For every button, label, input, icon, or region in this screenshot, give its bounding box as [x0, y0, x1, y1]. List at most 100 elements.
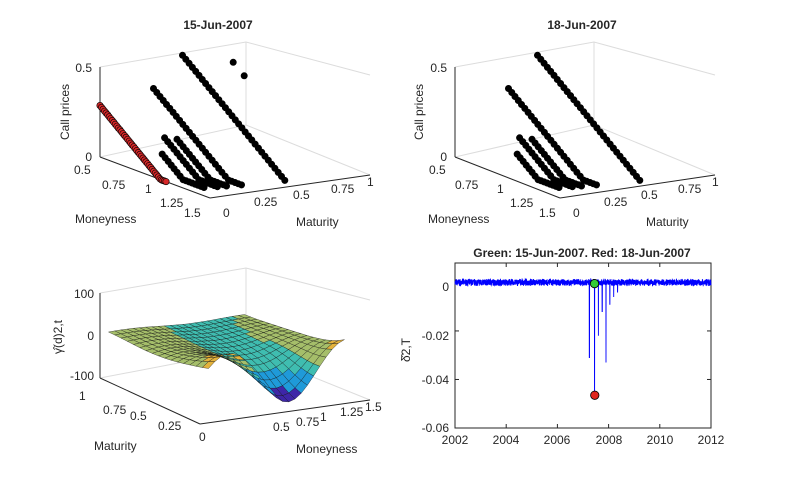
- x-tick: 1.5: [365, 400, 382, 414]
- x-tick: 1.25: [510, 196, 534, 210]
- y-tick: -0.02: [422, 329, 450, 343]
- line-series: [454, 277, 712, 395]
- y-tick: 1: [367, 175, 374, 189]
- x-tick: 2012: [698, 433, 725, 447]
- y-tick: 0.5: [293, 188, 310, 202]
- x-tick: 1.25: [340, 405, 364, 419]
- subplot-top-right: 18-Jun-2007 0.5 0 0.5 0.75 1 1.25 1.5 0 …: [412, 18, 719, 229]
- x-tick: 1: [320, 410, 327, 424]
- series-line: [454, 277, 712, 395]
- floor-grid: [245, 124, 371, 176]
- scatter-point: [223, 182, 231, 190]
- y-tick: 0.25: [254, 195, 278, 209]
- y-tick: 0.75: [678, 182, 702, 196]
- x-tick: 2006: [544, 433, 571, 447]
- y-axis-label: δ̂2,T: [399, 337, 413, 362]
- axis-maturity: [209, 174, 371, 199]
- subplot-bottom-left: 100 0 -100 1 0.75 0.5 0.25 0 0.5 0.75 1 …: [51, 267, 382, 456]
- y-tick: 0: [199, 430, 206, 444]
- x-tick: 0.75: [102, 178, 126, 192]
- scatter-point: [240, 72, 248, 80]
- axis-maturity: [559, 174, 716, 199]
- scatter-points: [96, 51, 289, 192]
- axis-maturity: [99, 377, 201, 425]
- y-tick: -0.06: [422, 421, 450, 435]
- x-axis-label: Moneyness: [428, 212, 489, 226]
- axes-box: [454, 41, 716, 199]
- plot-area: [454, 262, 712, 429]
- x-tick: 1.25: [160, 196, 184, 210]
- x-tick: 2004: [493, 433, 520, 447]
- y-tick: 0.5: [641, 188, 658, 202]
- scatter-point: [229, 58, 237, 66]
- z-tick: 0.5: [430, 61, 447, 75]
- y-tick: 0.25: [604, 195, 628, 209]
- z-tick: 100: [74, 287, 94, 301]
- axis-moneyness: [454, 156, 561, 199]
- y-tick: 1: [79, 389, 86, 403]
- highlight-markers: [589, 279, 600, 400]
- tick-labels: 0.5 0 0.5 0.75 1 1.25 1.5 0 0.25 0.5 0.7…: [429, 61, 719, 220]
- scatter-point: [592, 181, 600, 189]
- axis-ticks: [454, 263, 712, 429]
- x-tick: 1.5: [539, 206, 556, 220]
- y-axis-label: Maturity: [646, 215, 689, 229]
- surface-mesh: [107, 314, 345, 403]
- x-tick: 0.75: [296, 415, 320, 429]
- chart-title: Green: 15-Jun-2007. Red: 18-Jun-2007: [473, 246, 691, 260]
- tick-labels: 100 0 -100 1 0.75 0.5 0.25 0 0.5 0.75 1 …: [70, 287, 382, 444]
- y-tick: 0.75: [103, 403, 127, 417]
- floor-grid: [593, 124, 716, 176]
- y-tick: -0.04: [422, 373, 450, 387]
- highlight-marker: [589, 279, 600, 289]
- x-tick: 0.5: [74, 163, 91, 177]
- scatter-point: [238, 181, 246, 189]
- x-axis-label: Moneyness: [296, 442, 357, 456]
- x-tick: 0.75: [455, 178, 479, 192]
- floor-grid: [99, 124, 247, 158]
- tick-labels: 0 -0.02 -0.04 -0.06 2002 2004 2006 2008 …: [422, 280, 725, 447]
- y-tick: 0.25: [158, 419, 182, 433]
- y-axis-label: Maturity: [94, 439, 137, 453]
- x-tick: 2010: [647, 433, 674, 447]
- chart-title: 15-Jun-2007: [183, 18, 253, 32]
- back-wall-grid: [99, 41, 371, 76]
- chart-title: 18-Jun-2007: [547, 18, 617, 32]
- z-tick: -100: [70, 369, 94, 383]
- y-tick: 0.75: [331, 182, 355, 196]
- back-wall-grid: [454, 41, 716, 76]
- x-axis-label: Moneyness: [75, 212, 136, 226]
- scatter-point: [577, 182, 585, 190]
- x-tick: 1: [497, 182, 504, 196]
- surface-patch: [275, 395, 290, 403]
- scatter-point: [636, 176, 644, 184]
- z-axis-label: Call prices: [412, 84, 426, 140]
- x-tick: 0.5: [273, 420, 290, 434]
- z-axis-label: Call prices: [58, 84, 72, 140]
- scatter-points: [504, 51, 644, 192]
- x-tick: 0.5: [429, 163, 446, 177]
- y-tick: 0.5: [130, 409, 147, 423]
- scatter-point: [281, 176, 289, 184]
- y-tick: 0: [442, 280, 449, 294]
- x-tick: 2008: [596, 433, 623, 447]
- z-tick: 0: [440, 150, 447, 164]
- scatter-point: [162, 178, 170, 186]
- y-axis-label: Maturity: [296, 215, 339, 229]
- subplot-bottom-right: Green: 15-Jun-2007. Red: 18-Jun-2007 0 -…: [399, 246, 725, 447]
- subplot-top-left: 15-Jun-2007 0.5 0 0.5 0.75 1 1.25 1.5 0 …: [58, 18, 374, 229]
- z-tick: 0: [85, 150, 92, 164]
- x-tick: 1.5: [184, 206, 201, 220]
- z-axis-label: γ̂(d)2,t: [51, 319, 65, 354]
- axis-moneyness: [199, 399, 371, 425]
- surface-patch: [201, 361, 216, 369]
- back-wall-grid: [99, 267, 371, 301]
- tick-labels: 0.5 0 0.5 0.75 1 1.25 1.5 0 0.25 0.5 0.7…: [74, 61, 374, 220]
- y-tick: 0: [573, 206, 580, 220]
- z-tick: 0.5: [75, 61, 92, 75]
- z-tick: 0: [87, 329, 94, 343]
- y-tick: 1: [712, 175, 719, 189]
- x-tick: 2002: [442, 433, 469, 447]
- y-tick: 0: [223, 206, 230, 220]
